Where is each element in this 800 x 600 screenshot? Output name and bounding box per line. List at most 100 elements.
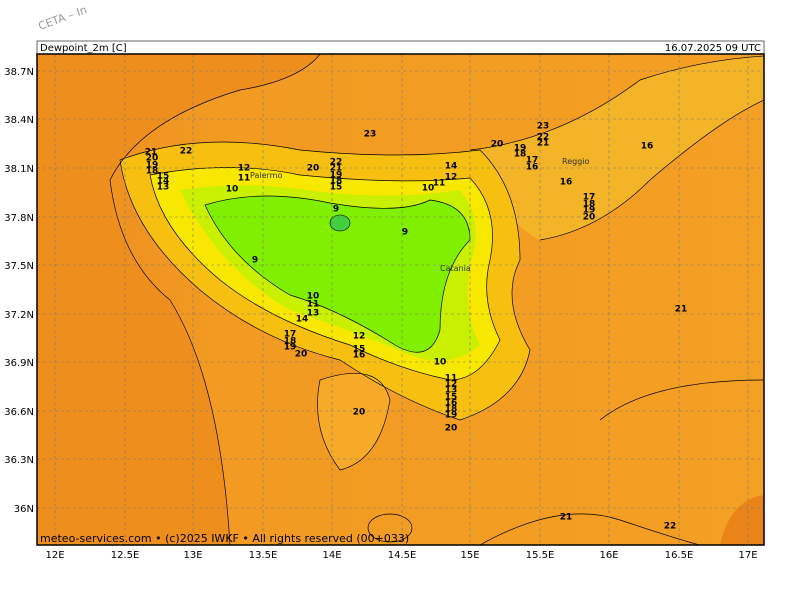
green-region	[205, 195, 470, 353]
contour-label: 10	[422, 184, 435, 194]
contour-label: 17	[526, 156, 539, 166]
contour-label: 21	[675, 305, 688, 315]
contour-label: 19	[583, 206, 596, 216]
contour-label: 22	[180, 147, 193, 157]
grid	[37, 54, 764, 545]
contour-label: 20	[445, 424, 458, 434]
contour-label: 11	[307, 300, 320, 310]
contour-label: 18	[514, 150, 527, 160]
lon-label: 13E	[183, 550, 202, 561]
contour-line	[204, 195, 471, 353]
lat-label: 36N	[14, 504, 34, 515]
contour-label: 19	[284, 343, 297, 353]
lon-label: 17E	[738, 550, 757, 561]
lat-label: 38.7N	[4, 67, 34, 78]
watermark: CETA – In	[37, 3, 89, 33]
contour-label: 21	[537, 139, 550, 149]
lat-label: 36.9N	[4, 358, 34, 369]
contour-label: 15	[330, 183, 343, 193]
lon-label: 14.5E	[388, 550, 417, 561]
contour-label: 13	[307, 309, 320, 319]
contour-line	[469, 55, 764, 241]
contour-label: 21	[145, 148, 158, 158]
contour-label: 10	[434, 358, 447, 368]
contour-label: 18	[583, 200, 596, 210]
contour-label: 11	[445, 374, 458, 384]
dark-region	[37, 54, 320, 545]
place-name: Catania	[440, 264, 471, 273]
contour-label: 11	[433, 179, 446, 189]
contour-label: 12	[445, 173, 458, 183]
contour-label: 22	[330, 158, 343, 168]
yellow-region	[470, 56, 764, 240]
contour-line	[149, 167, 501, 381]
green-spot	[329, 214, 351, 232]
lat-label: 38.4N	[4, 115, 34, 126]
lat-label: 36.3N	[4, 455, 34, 466]
contour-label: 16	[353, 351, 366, 361]
contour-label: 20	[146, 154, 159, 164]
contour-line	[479, 379, 764, 545]
dark-region	[720, 495, 764, 545]
contour-label: 10	[226, 185, 239, 195]
header-bar	[36, 40, 765, 55]
contour-label: 18	[330, 177, 343, 187]
contour-label: 17	[583, 193, 596, 203]
lon-label: 12.5E	[111, 550, 140, 561]
lon-label: 16E	[599, 550, 618, 561]
lat-label: 37.8N	[4, 213, 34, 224]
light-region	[317, 373, 390, 470]
contour-label: 21	[330, 164, 343, 174]
contour-line	[109, 54, 321, 545]
axes: 38.7N 38.4N 38.1N 37.8N 37.5N 37.2N 36.9N 36.6N…	[4, 67, 757, 561]
contour-label: 19	[330, 171, 343, 181]
lon-label: 12E	[45, 550, 64, 561]
lat-label: 36.6N	[4, 407, 34, 418]
contour-label: 12	[445, 380, 458, 390]
contour-label: 20	[295, 350, 308, 360]
contour-line	[119, 141, 531, 421]
contour-label: 13	[157, 183, 170, 193]
contour-label: 18	[146, 167, 159, 177]
contour-label: 23	[364, 130, 377, 140]
contour-label: 9	[402, 228, 408, 238]
contour-label: 21	[560, 513, 573, 523]
footer-credit: meteo-services.com • (c)2025 IWKF • All …	[40, 532, 409, 545]
variable-label: Dewpoint_2m [C]	[40, 43, 127, 54]
contour-label: 15	[353, 345, 366, 355]
contour-label: 20	[353, 408, 366, 418]
contour-label: 16	[526, 163, 539, 173]
contour-label: 14	[296, 315, 309, 325]
place-name: Palermo	[250, 171, 282, 180]
contour-label: 22	[537, 133, 550, 143]
contour-line	[367, 513, 413, 543]
contour-label: 12	[238, 164, 251, 174]
contour-label: 19	[514, 144, 527, 154]
lat-label: 37.2N	[4, 310, 34, 321]
contour-label: 20	[583, 213, 596, 223]
lon-label: 15E	[460, 550, 479, 561]
contour-label: 18	[284, 337, 297, 347]
contour-label: 20	[307, 164, 320, 174]
contour-label: 15	[157, 172, 170, 182]
contour-label: 14	[445, 162, 458, 172]
contour-label: 12	[353, 332, 366, 342]
contour-label: 22	[664, 522, 677, 532]
time-label: 16.07.2025 09 UTC	[665, 43, 761, 54]
contour-label: 9	[333, 205, 339, 215]
contour-label: 9	[252, 256, 258, 266]
contour-labels: PalermoReggioCatania21201918151413221211…	[145, 122, 688, 532]
contour-label: 13	[445, 386, 458, 396]
lon-label: 13.5E	[249, 550, 278, 561]
contour-label: 16	[445, 399, 458, 409]
contour-label: 17	[284, 330, 297, 340]
contour-label: 20	[491, 140, 504, 150]
lat-label: 37.5N	[4, 261, 34, 272]
lon-label: 14E	[322, 550, 341, 561]
contour-label: 19	[146, 161, 159, 171]
place-name: Reggio	[562, 157, 590, 166]
contour-line	[317, 373, 391, 471]
lon-label: 16.5E	[665, 550, 694, 561]
contour-label: 10	[307, 292, 320, 302]
